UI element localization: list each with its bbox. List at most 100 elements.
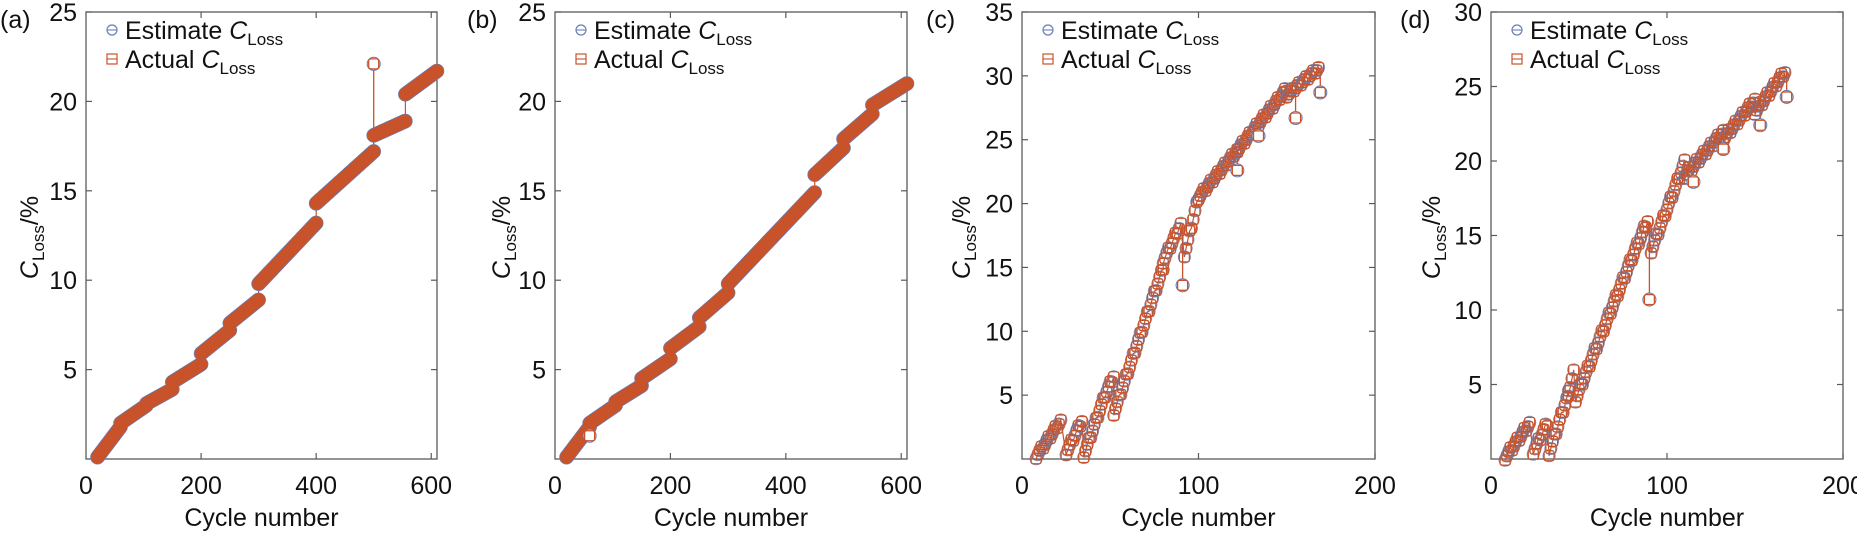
x-tick-label: 200 <box>1822 472 1857 500</box>
y-label-suffix: /% <box>948 196 976 225</box>
actual-point <box>1506 444 1518 457</box>
estimate-point <box>1667 184 1681 198</box>
legend-actual-label: Actual CLoss <box>125 46 255 78</box>
x-tick-label: 0 <box>548 472 562 500</box>
x-tick-label: 200 <box>180 472 222 500</box>
estimate-point <box>1625 253 1639 268</box>
actual-point <box>808 186 822 200</box>
actual-point <box>1749 108 1761 121</box>
actual-point <box>1590 343 1603 355</box>
outlier-actual-point <box>1231 164 1243 177</box>
estimate-point <box>1604 307 1618 321</box>
actual-point <box>1645 247 1657 259</box>
estimate-point <box>1641 214 1655 229</box>
estimate-point <box>1651 228 1665 242</box>
estimate-point <box>1184 221 1198 235</box>
actual-point <box>1189 205 1201 217</box>
actual-point <box>1539 418 1552 430</box>
estimate-point <box>1146 291 1160 305</box>
estimate-point <box>1539 417 1553 431</box>
estimate-point <box>1153 270 1167 284</box>
y-tick-label: 20 <box>518 88 546 116</box>
legend-estimate-label-prefix: Estimate <box>1530 17 1634 45</box>
actual-point <box>1266 102 1279 115</box>
estimate-point <box>1131 332 1146 347</box>
legend-actual-label: Actual CLoss <box>1530 46 1660 78</box>
y-label-symbol: C <box>488 260 516 279</box>
actual-point <box>1700 148 1712 160</box>
actual-point <box>1259 111 1272 123</box>
actual-point <box>1044 432 1056 444</box>
panel-label: (a) <box>0 6 31 34</box>
actual-point <box>1143 305 1155 317</box>
actual-point <box>1763 89 1775 102</box>
estimate-point <box>1117 374 1131 388</box>
actual-point <box>1180 242 1192 254</box>
y-axis-label: CLoss/% <box>488 196 520 279</box>
actual-point <box>1499 454 1511 466</box>
actual-point <box>1546 435 1559 447</box>
actual-point <box>1620 266 1633 278</box>
actual-point <box>1693 156 1705 168</box>
actual-point <box>1088 418 1101 431</box>
actual-point <box>1626 254 1638 267</box>
x-tick-label: 200 <box>650 472 692 500</box>
actual-point <box>398 114 412 128</box>
panel-label: (c) <box>926 6 955 34</box>
actual-point <box>1122 368 1134 380</box>
actual-point <box>194 357 208 371</box>
actual-point <box>1545 442 1557 455</box>
estimate-point <box>1087 417 1101 431</box>
actual-point <box>1585 354 1597 367</box>
estimate-point <box>1551 420 1565 434</box>
estimate-point <box>1591 336 1605 350</box>
y-tick-label: 25 <box>518 0 546 27</box>
outlier-actual-point <box>583 430 596 442</box>
estimate-point <box>1639 220 1653 234</box>
actual-point <box>1187 213 1199 226</box>
data-series <box>1498 65 1794 467</box>
data-series <box>90 56 445 465</box>
y-label-suffix: /% <box>488 196 516 225</box>
estimate-point <box>1078 444 1093 458</box>
estimate-point <box>1597 324 1611 338</box>
estimate-point <box>1665 191 1679 205</box>
legend-actual-label-symbol: C <box>1137 46 1156 74</box>
estimate-point <box>1634 231 1648 245</box>
actual-point <box>721 286 735 300</box>
actual-point <box>1053 418 1065 430</box>
outlier-actual-point <box>1252 130 1265 142</box>
estimate-point <box>1556 405 1570 419</box>
actual-point <box>1578 372 1590 384</box>
estimate-point <box>1658 209 1672 223</box>
actual-point <box>1724 127 1737 139</box>
actual-point <box>1597 325 1610 337</box>
legend-estimate-label-subscript: Loss <box>1652 30 1688 49</box>
estimate-point <box>1590 342 1604 356</box>
y-tick-label: 20 <box>49 88 77 116</box>
outlier-actual-point <box>1289 112 1302 124</box>
actual-point <box>1092 411 1104 424</box>
y-tick-label: 10 <box>518 267 546 295</box>
actual-point <box>1668 185 1680 197</box>
estimate-point <box>1124 353 1138 367</box>
estimate-point <box>1605 300 1619 314</box>
actual-point <box>1654 222 1666 234</box>
legend-estimate-label-prefix: Estimate <box>125 17 229 45</box>
estimate-point <box>1778 65 1792 80</box>
actual-point <box>1647 241 1659 253</box>
estimate-point <box>1584 353 1598 368</box>
panel-label: (d) <box>1400 6 1431 34</box>
estimate-point <box>1310 63 1324 78</box>
actual-point <box>1132 333 1145 346</box>
y-tick-label: 30 <box>985 63 1013 91</box>
plot-frame <box>1021 11 1376 460</box>
actual-point <box>1115 388 1127 401</box>
actual-point <box>1118 375 1131 387</box>
x-tick-label: 100 <box>1178 472 1220 500</box>
estimate-point <box>1575 377 1590 391</box>
estimate-point <box>1094 397 1108 411</box>
actual-point <box>1569 396 1582 408</box>
